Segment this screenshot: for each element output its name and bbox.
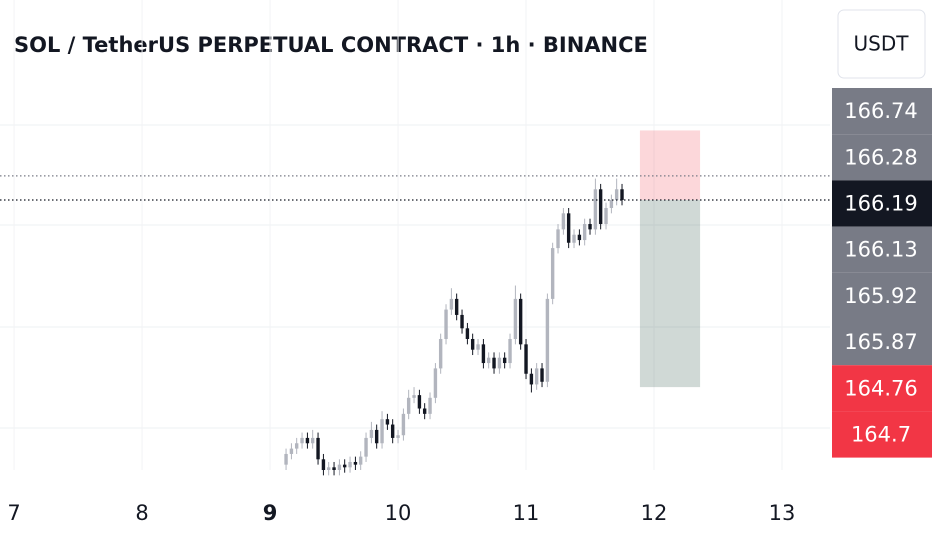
candle-body bbox=[294, 443, 299, 449]
x-tick-label: 7 bbox=[7, 501, 20, 525]
candle-body bbox=[465, 328, 470, 339]
candle-body bbox=[529, 373, 534, 385]
candle-body bbox=[417, 395, 422, 409]
candle-body bbox=[374, 429, 379, 444]
candle-body bbox=[550, 248, 555, 299]
x-tick-label: 10 bbox=[385, 501, 412, 525]
chart-title: SOL / TetherUS PERPETUAL CONTRACT · 1h ·… bbox=[14, 33, 648, 57]
candle-body bbox=[609, 199, 614, 208]
candle-body bbox=[444, 309, 448, 339]
target-zone bbox=[639, 199, 701, 388]
price-tag-label: 166.74 bbox=[844, 99, 917, 123]
candle-body bbox=[406, 397, 411, 414]
candle-body bbox=[492, 357, 496, 369]
candle-body bbox=[369, 429, 374, 438]
candle-body bbox=[620, 189, 624, 200]
price-tag-label: 166.19 bbox=[844, 192, 917, 216]
price-tag bbox=[832, 226, 932, 273]
currency-label[interactable]: USDT bbox=[854, 32, 910, 56]
candle-body bbox=[385, 419, 390, 425]
candle-body bbox=[561, 213, 566, 230]
candle-body bbox=[390, 424, 395, 438]
candle-body bbox=[332, 467, 336, 470]
price-tag-label: 165.87 bbox=[844, 330, 917, 354]
candle-body bbox=[604, 207, 608, 225]
candle-body bbox=[598, 189, 603, 225]
candle-body bbox=[342, 464, 347, 468]
candle-body bbox=[449, 298, 454, 310]
price-tag-label: 165.92 bbox=[844, 284, 917, 308]
candle-body bbox=[502, 357, 507, 364]
candle-body bbox=[401, 413, 406, 436]
candle-body bbox=[572, 234, 576, 243]
price-tag bbox=[832, 411, 932, 458]
x-tick-label: 8 bbox=[135, 501, 148, 525]
candle-body bbox=[486, 357, 491, 364]
candle-body bbox=[353, 461, 358, 465]
candle-body bbox=[481, 344, 486, 364]
price-tag bbox=[832, 180, 932, 227]
price-tag-label: 164.76 bbox=[844, 376, 917, 400]
price-tag bbox=[832, 365, 932, 412]
candle-body bbox=[593, 189, 598, 230]
candle-body bbox=[438, 338, 443, 369]
candle-body bbox=[316, 437, 320, 460]
candle-body bbox=[588, 224, 592, 230]
x-tick-label: 9 bbox=[263, 501, 278, 525]
price-tag bbox=[832, 272, 932, 319]
candle-body bbox=[305, 437, 310, 444]
price-tag-label: 164.7 bbox=[851, 423, 911, 447]
candle-body bbox=[545, 298, 550, 382]
candle-body bbox=[284, 453, 288, 465]
candle-body bbox=[534, 368, 539, 385]
price-tag bbox=[832, 88, 932, 135]
candle-body bbox=[470, 338, 475, 350]
candle-body bbox=[476, 344, 480, 350]
candle-body bbox=[326, 467, 331, 470]
candle-body bbox=[380, 419, 384, 444]
x-tick-label: 11 bbox=[513, 501, 540, 525]
candle-body bbox=[348, 461, 352, 468]
candle-body bbox=[337, 464, 342, 470]
x-tick-label: 13 bbox=[769, 501, 796, 525]
currency-button[interactable] bbox=[837, 9, 926, 79]
candle-body bbox=[614, 189, 619, 200]
candle-body bbox=[582, 224, 587, 241]
candle-body bbox=[454, 298, 459, 315]
stop-zone bbox=[639, 130, 701, 200]
candle-body bbox=[513, 298, 518, 339]
h-grid bbox=[0, 124, 830, 429]
candle-body bbox=[321, 459, 326, 470]
candle-body bbox=[310, 437, 315, 444]
candle-body bbox=[289, 448, 294, 454]
candle-body bbox=[460, 314, 464, 329]
price-tag-label: 166.28 bbox=[844, 145, 917, 169]
candle-body bbox=[497, 357, 502, 369]
candle-body bbox=[358, 456, 363, 465]
candle-body bbox=[508, 338, 512, 364]
candle-body bbox=[300, 437, 304, 444]
candle-body bbox=[412, 395, 416, 398]
price-tag-label: 166.13 bbox=[844, 238, 917, 262]
candle-body bbox=[556, 229, 560, 249]
candle-body bbox=[364, 437, 368, 457]
candle-body bbox=[518, 298, 523, 345]
price-tag bbox=[832, 134, 932, 181]
candle-body bbox=[428, 397, 432, 414]
candle-body bbox=[433, 368, 438, 398]
candle-body bbox=[566, 213, 571, 243]
candle-body bbox=[577, 234, 582, 241]
candle-body bbox=[524, 344, 528, 374]
candle-body bbox=[540, 368, 544, 382]
candle-body bbox=[422, 408, 427, 414]
x-tick-label: 12 bbox=[641, 501, 668, 525]
price-tag bbox=[832, 319, 932, 366]
candle-body bbox=[396, 435, 400, 438]
